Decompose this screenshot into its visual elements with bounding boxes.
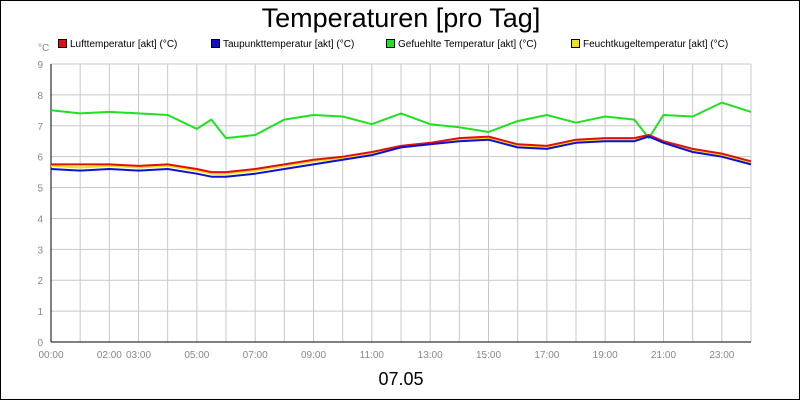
- y-tick-label: 6: [37, 153, 43, 164]
- y-tick-label: 1: [37, 307, 43, 318]
- y-tick-label: 4: [37, 214, 43, 225]
- legend: Lufttemperatur [akt] (°C) Taupunkttemper…: [1, 38, 800, 53]
- x-tick-label: 19:00: [593, 350, 618, 361]
- y-tick-label: 7: [37, 122, 43, 133]
- x-tick-label: 00:00: [38, 350, 63, 361]
- x-tick-label: 11:00: [360, 350, 385, 361]
- x-tick-label: 02:00: [97, 350, 122, 361]
- x-tick-label: 13:00: [418, 350, 443, 361]
- x-tick-label: 17:00: [534, 350, 559, 361]
- legend-swatch-yellow: [571, 38, 580, 48]
- y-axis-unit: °C: [38, 43, 50, 54]
- y-tick-label: 2: [37, 276, 43, 287]
- legend-label: Taupunkttemperatur [akt] (°C): [223, 39, 355, 50]
- legend-swatch-blue: [211, 38, 220, 48]
- legend-label: Gefuehlte Temperatur [akt] (°C): [398, 39, 537, 50]
- x-axis-date-label: 07.05: [378, 369, 424, 389]
- y-tick-label: 0: [37, 338, 43, 349]
- y-tick-label: 3: [37, 245, 43, 256]
- legend-item-taupunkttemperatur: Taupunkttemperatur [akt] (°C): [211, 38, 355, 53]
- x-tick-label: 03:00: [126, 350, 151, 361]
- legend-label: Feuchtkugeltemperatur [akt] (°C): [583, 39, 729, 50]
- chart-title: Temperaturen [pro Tag]: [261, 3, 541, 33]
- series-line-1: [50, 135, 752, 178]
- x-tick-label: 21:00: [651, 350, 676, 361]
- legend-swatch-green: [386, 38, 395, 48]
- x-tick-label: 07:00: [243, 350, 268, 361]
- x-tick-label: 23:00: [709, 350, 734, 361]
- series-line-0: [51, 134, 752, 174]
- legend-item-feuchtkugeltemperatur: Feuchtkugeltemperatur [akt] (°C): [571, 38, 729, 53]
- y-tick-label: 5: [37, 184, 43, 195]
- series-line-2: [50, 101, 752, 140]
- y-tick-label: 9: [37, 60, 43, 71]
- legend-label: Lufttemperatur [akt] (°C): [70, 39, 178, 50]
- legend-swatch-red: [58, 38, 67, 48]
- legend-item-lufttemperatur: Lufttemperatur [akt] (°C): [58, 38, 178, 53]
- x-tick-label: 15:00: [476, 350, 501, 361]
- y-tick-label: 8: [37, 91, 43, 102]
- x-tick-label: 09:00: [301, 350, 326, 361]
- legend-item-gefuehlte-temperatur: Gefuehlte Temperatur [akt] (°C): [386, 38, 537, 53]
- x-tick-label: 05:00: [184, 350, 209, 361]
